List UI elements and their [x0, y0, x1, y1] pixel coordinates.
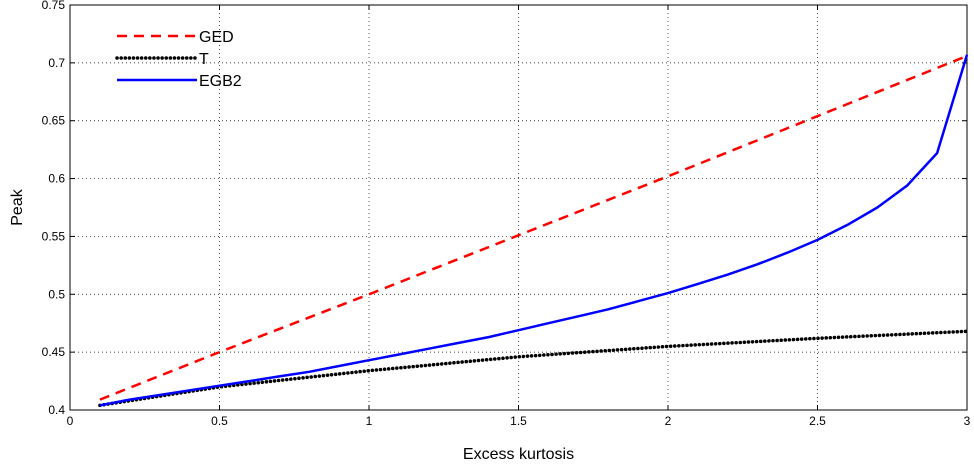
legend-label-ged: GED	[199, 29, 234, 46]
x-tick-label: 0	[67, 414, 74, 428]
y-tick-label: 0.65	[42, 114, 66, 128]
series-line-ged	[99, 54, 968, 401]
y-tick-label: 0.4	[48, 403, 65, 417]
legend-label-egb2: EGB2	[199, 73, 242, 90]
y-tick-label: 0.55	[42, 229, 66, 243]
y-tick-label: 0.6	[48, 172, 65, 186]
y-tick-label: 0.7	[48, 56, 65, 70]
x-tick-label: 0.5	[211, 414, 228, 428]
y-tick-label: 0.45	[42, 345, 66, 359]
legend-label-t: T	[199, 51, 209, 68]
x-tick-label: 1.5	[510, 414, 527, 428]
x-tick-label: 2	[665, 414, 672, 428]
x-tick-label: 2.5	[809, 414, 826, 428]
series-line-t	[98, 329, 969, 408]
series-line-egb2	[99, 54, 969, 407]
legend: GED T EGB2	[115, 29, 242, 90]
y-tick-label: 0.75	[42, 0, 66, 12]
axis-ticks: 0 0.5 1 1.5 2 2.5 3 0.4 0.45 0.5 0.55 0.6 0.65 0.7 0.7…	[42, 0, 971, 428]
series-group	[98, 54, 969, 408]
y-axis-label: Peak	[9, 188, 26, 225]
x-axis-label: Excess kurtosis	[463, 446, 574, 463]
y-tick-label: 0.5	[48, 287, 65, 301]
x-tick-label: 1	[366, 414, 373, 428]
x-tick-label: 3	[964, 414, 971, 428]
